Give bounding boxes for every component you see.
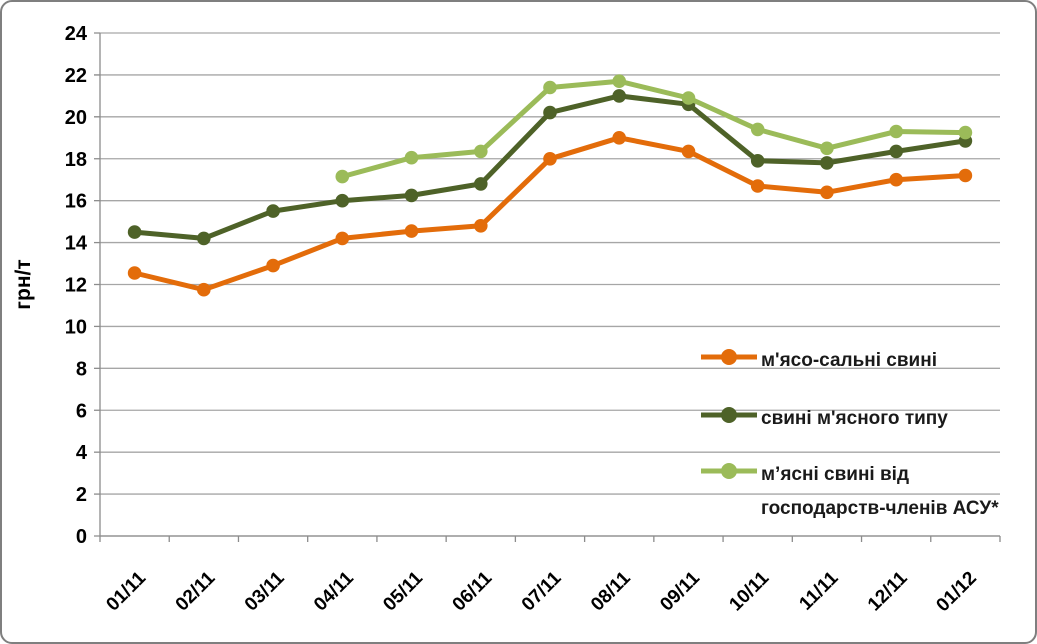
legend-label: м’ясні свині від господарств-членів АСУ* <box>761 464 999 520</box>
data-point <box>958 125 973 140</box>
x-tick-label: 02/11 <box>172 567 220 615</box>
x-tick-label: 05/11 <box>379 567 427 615</box>
x-tick-label: 06/11 <box>449 567 497 615</box>
x-tick-label: 10/11 <box>725 567 773 615</box>
y-tick-label: 2 <box>76 484 87 506</box>
y-tick-label: 20 <box>65 107 87 129</box>
y-tick-label: 24 <box>65 23 88 45</box>
legend-item-meat-lard-pigs: м'ясо-сальні свині <box>700 344 937 378</box>
legend-marker-orange-icon <box>701 349 757 365</box>
data-point <box>820 185 834 200</box>
legend-item-asu-member-pigs: м’ясні свині від господарств-членів АСУ* <box>700 458 1013 526</box>
data-point <box>681 144 696 159</box>
data-point <box>266 258 280 273</box>
data-point <box>889 172 903 187</box>
data-point <box>474 177 488 191</box>
y-tick-label: 0 <box>76 526 87 548</box>
data-point <box>820 141 834 156</box>
data-point <box>266 204 280 218</box>
y-axis-title: грн/т <box>12 259 35 309</box>
y-tick-label: 8 <box>76 358 87 380</box>
y-tick-label: 6 <box>76 400 87 422</box>
x-tick-label: 07/11 <box>518 567 566 615</box>
data-point <box>543 80 557 95</box>
data-point <box>335 193 350 208</box>
data-point <box>750 122 765 137</box>
y-tick-label: 16 <box>65 191 87 213</box>
x-tick-label: 01/12 <box>932 568 980 616</box>
data-point <box>404 224 419 238</box>
series-line-2 <box>339 78 968 180</box>
data-point <box>889 124 903 139</box>
data-point <box>612 89 626 103</box>
data-point <box>612 131 626 145</box>
y-tick-label: 4 <box>76 442 88 464</box>
data-point <box>474 144 488 159</box>
y-tick-label: 10 <box>65 316 87 338</box>
data-point <box>335 169 350 184</box>
legend-label: м'ясо-сальні свині <box>761 350 937 371</box>
data-point <box>958 168 973 183</box>
x-tick-label: 04/11 <box>310 567 358 615</box>
data-point <box>543 152 557 166</box>
data-point <box>127 225 142 239</box>
data-point <box>543 105 557 120</box>
x-tick-label: 01/11 <box>102 567 150 615</box>
x-tick-label: 09/11 <box>656 567 704 615</box>
data-point <box>197 282 211 297</box>
y-tick-label: 22 <box>65 65 87 87</box>
data-point <box>820 156 834 170</box>
y-tick-label: 18 <box>65 149 87 171</box>
x-tick-label: 03/11 <box>241 567 289 615</box>
y-tick-label: 12 <box>65 275 87 297</box>
legend-label: свині м'ясного типу <box>761 408 948 429</box>
data-point <box>750 179 765 193</box>
data-point <box>474 219 488 233</box>
legend-marker-dark-green-icon <box>701 407 757 423</box>
x-tick-label: 08/11 <box>587 567 635 615</box>
data-point <box>612 74 626 88</box>
data-point <box>750 154 765 168</box>
data-point <box>127 266 142 280</box>
data-point <box>335 231 350 246</box>
x-tick-label: 12/11 <box>864 567 912 615</box>
data-point <box>404 150 419 165</box>
y-tick-label: 14 <box>65 233 88 255</box>
data-point <box>681 91 696 105</box>
data-point <box>404 188 419 203</box>
data-point <box>889 144 903 159</box>
x-tick-label: 11/11 <box>795 567 842 614</box>
legend-item-meat-type-pigs: свині м'ясного типу <box>700 402 948 436</box>
legend-marker-light-green-icon <box>701 463 757 479</box>
data-point <box>197 231 211 246</box>
